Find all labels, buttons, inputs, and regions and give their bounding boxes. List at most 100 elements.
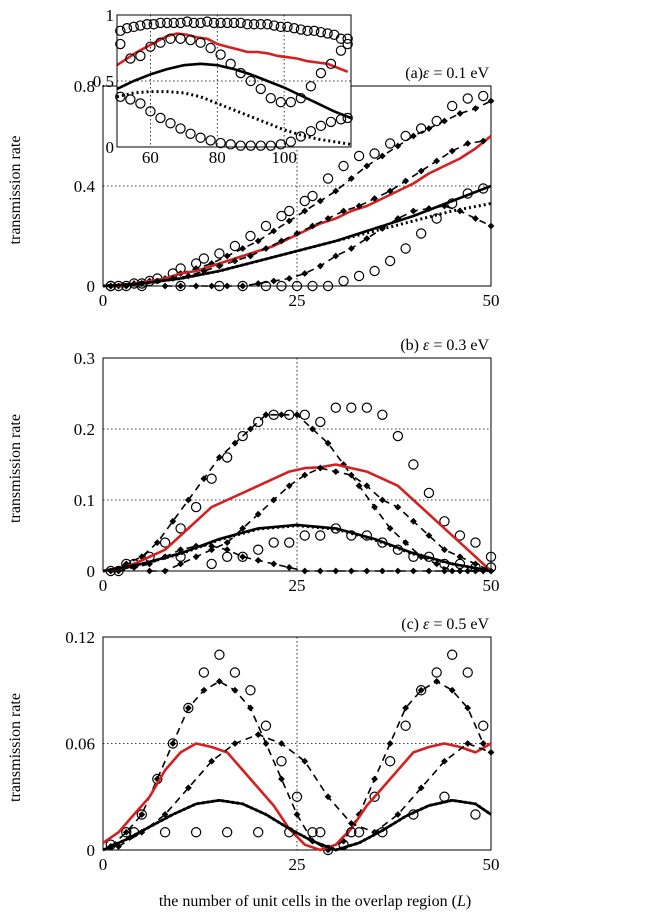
series-dashed-diamonds-lower xyxy=(161,202,495,290)
y-axis-title: transmission rate xyxy=(7,693,24,802)
data-point xyxy=(315,120,327,132)
data-point xyxy=(215,49,226,60)
data-point xyxy=(402,539,410,546)
data-point xyxy=(239,245,247,252)
data-point xyxy=(198,667,210,678)
data-point xyxy=(346,530,357,541)
data-point xyxy=(161,282,169,290)
data-point xyxy=(121,827,132,838)
data-point xyxy=(384,255,396,267)
inset-y-tick-label: 0.5 xyxy=(93,72,114,91)
data-point xyxy=(125,53,136,64)
data-point xyxy=(302,25,313,37)
data-point xyxy=(214,649,225,660)
data-point xyxy=(291,791,303,802)
data-point xyxy=(229,240,241,252)
series-black-solid xyxy=(102,523,492,573)
data-point xyxy=(247,704,254,712)
data-point xyxy=(260,720,272,731)
data-point xyxy=(253,416,264,428)
inset-y-tick-label: 1 xyxy=(106,6,115,25)
panel-label: (c) ε = 0.5 eV xyxy=(401,616,489,633)
data-point xyxy=(216,677,223,685)
data-point xyxy=(439,516,450,527)
data-point xyxy=(185,34,196,46)
data-point xyxy=(394,142,402,150)
series-line xyxy=(102,524,492,573)
inset-chart: 60 80 100 0 0.5 1 xyxy=(93,6,353,167)
data-point xyxy=(254,556,262,564)
data-point xyxy=(231,439,239,447)
x-tick-label: 50 xyxy=(483,855,500,874)
data-point xyxy=(439,558,450,570)
data-point xyxy=(228,17,240,29)
data-point xyxy=(245,685,256,696)
series-dashed-diamonds-small xyxy=(115,542,495,575)
data-point xyxy=(265,92,276,104)
data-point xyxy=(205,42,216,54)
series-line xyxy=(102,742,492,852)
data-point xyxy=(408,459,419,470)
series-dashed-diamonds-large xyxy=(107,411,487,575)
data-point xyxy=(353,270,365,282)
data-point xyxy=(485,551,497,563)
data-point xyxy=(245,140,256,151)
data-point xyxy=(235,17,246,29)
data-point xyxy=(169,517,177,525)
data-point xyxy=(225,139,236,150)
data-point xyxy=(431,213,442,224)
data-point xyxy=(260,220,272,232)
data-point xyxy=(324,793,332,801)
data-point xyxy=(255,83,266,95)
data-point xyxy=(177,546,184,554)
data-point xyxy=(369,265,380,277)
data-point xyxy=(377,537,388,548)
data-point xyxy=(188,17,200,29)
data-point xyxy=(245,75,256,87)
plot-frame xyxy=(102,357,492,572)
series-black-solid xyxy=(102,184,492,288)
panel-a: 0 25 50 0 0.4 0.8 transmission rate (a)ε = 0.1 … xyxy=(7,6,500,310)
data-point xyxy=(472,567,479,575)
data-point xyxy=(454,530,466,541)
inset-x-tick-label: 100 xyxy=(271,148,297,167)
data-point xyxy=(392,544,404,555)
data-point xyxy=(192,542,200,550)
data-point xyxy=(291,280,303,292)
data-point xyxy=(208,17,220,29)
data-point xyxy=(456,553,464,561)
data-point xyxy=(332,468,340,475)
data-point xyxy=(462,188,473,199)
data-point xyxy=(285,96,297,108)
data-point xyxy=(195,132,206,143)
data-point xyxy=(237,430,248,442)
data-point xyxy=(284,205,295,217)
x-tick-label: 50 xyxy=(483,576,500,595)
plot-data xyxy=(102,90,495,292)
data-point xyxy=(161,811,169,818)
series-black-dotted xyxy=(102,524,492,573)
data-point xyxy=(472,215,479,222)
data-point xyxy=(138,811,146,818)
data-point xyxy=(462,93,473,104)
data-point xyxy=(262,740,270,747)
data-point xyxy=(408,809,419,820)
data-point xyxy=(316,464,324,472)
data-point xyxy=(478,183,489,194)
data-point xyxy=(175,551,186,563)
data-point xyxy=(415,228,427,239)
y-tick-label: 0.3 xyxy=(74,349,95,368)
x-tick-label: 0 xyxy=(99,855,108,874)
data-point xyxy=(464,140,472,147)
data-point xyxy=(155,17,166,29)
data-point xyxy=(363,162,371,170)
data-point xyxy=(448,686,456,694)
data-point xyxy=(402,177,410,185)
plot-data xyxy=(102,402,497,577)
data-point xyxy=(369,148,380,159)
data-point xyxy=(231,686,239,694)
data-point xyxy=(307,280,318,292)
data-point xyxy=(322,28,333,39)
data-point xyxy=(202,16,213,27)
